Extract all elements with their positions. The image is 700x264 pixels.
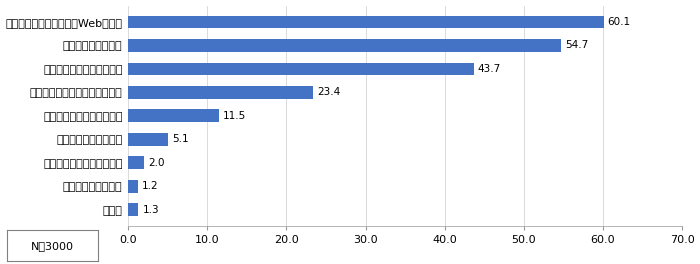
Text: 5.1: 5.1 bbox=[172, 134, 189, 144]
Bar bbox=[128, 180, 138, 193]
Text: 2.0: 2.0 bbox=[148, 158, 164, 168]
Bar bbox=[128, 16, 603, 29]
Text: 23.4: 23.4 bbox=[317, 87, 340, 97]
Text: 11.5: 11.5 bbox=[223, 111, 246, 121]
Text: 1.3: 1.3 bbox=[142, 205, 159, 215]
Bar bbox=[128, 203, 139, 216]
Bar bbox=[128, 63, 474, 76]
Text: 60.1: 60.1 bbox=[608, 17, 631, 27]
Bar bbox=[128, 156, 144, 169]
Bar bbox=[128, 39, 561, 52]
Text: N＝3000: N＝3000 bbox=[31, 241, 74, 251]
Text: 54.7: 54.7 bbox=[565, 40, 588, 50]
Bar bbox=[128, 110, 219, 122]
Text: 1.2: 1.2 bbox=[141, 181, 158, 191]
Bar bbox=[128, 133, 169, 146]
Text: 43.7: 43.7 bbox=[478, 64, 501, 74]
Bar bbox=[128, 86, 314, 99]
